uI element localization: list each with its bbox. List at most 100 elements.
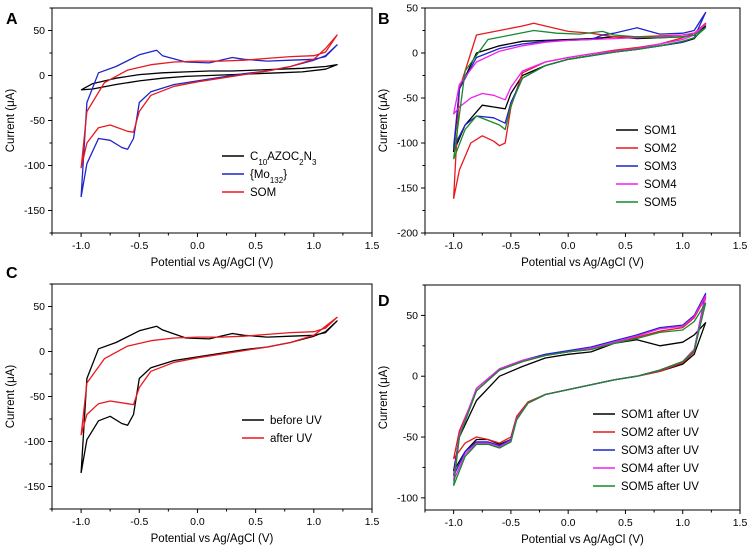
y-axis-label: Current (μA) — [378, 366, 390, 430]
x-tick-label: 0.0 — [561, 240, 576, 252]
x-tick-label: -1.0 — [72, 240, 90, 252]
x-tick-label: 0.0 — [190, 240, 205, 252]
x-tick-label: 1.5 — [365, 516, 380, 528]
x-tick-label: -0.5 — [130, 516, 148, 528]
x-axis-label: Potential vs Ag/AgCl (V) — [521, 534, 644, 546]
y-tick-label: 0 — [39, 70, 45, 82]
x-tick-label: 1.0 — [307, 516, 322, 528]
y-tick-label: -50 — [30, 115, 45, 127]
panel-a: -1.0 -0.5 0.0 0.5 1.0 1.5 -150 -100 -50 0 50 Potent… — [5, 7, 380, 269]
x-tick-label: 0.5 — [618, 240, 633, 252]
legend-label: {Mo132} — [250, 169, 287, 185]
x-tick-label: -0.5 — [502, 240, 520, 252]
legend-entry: SOM5 after UV — [593, 481, 699, 493]
y-tick-label: -200 — [397, 228, 418, 240]
x-tick-label: 1.5 — [733, 517, 747, 529]
y-tick-label: 50 — [33, 25, 45, 37]
y-axis-label: Current (μA) — [5, 365, 17, 429]
x-axis-label: Potential vs Ag/AgCl (V) — [151, 257, 274, 269]
x-axis-label: Potential vs Ag/AgCl (V) — [521, 257, 644, 269]
plot-frame — [424, 284, 741, 511]
legend-entry: SOM4 after UV — [593, 463, 699, 475]
y-tick-label: -150 — [24, 481, 45, 493]
panel-b: -1.0 -0.5 0.0 0.5 1.0 1.5 -200 -150 -100 -50 0 50 Po… — [378, 3, 747, 270]
legend-label: SOM2 after UV — [621, 427, 699, 439]
x-tick-label: 0.5 — [248, 240, 263, 252]
legend-label: SOM — [250, 187, 276, 199]
series-line-c10azoc2n3 — [80, 64, 338, 91]
legend-label: SOM5 after UV — [621, 481, 699, 493]
y-tick-label: 0 — [39, 346, 45, 358]
series-line-som1 — [452, 25, 707, 153]
x-tick-label: -1.0 — [445, 240, 463, 252]
legend-entry: SOM — [222, 187, 276, 199]
x-tick-label: 1.5 — [733, 240, 747, 252]
x-tick-label: 0.5 — [248, 516, 263, 528]
x-tick-label: -0.5 — [502, 517, 520, 529]
y-tick-label: -50 — [30, 391, 45, 403]
legend-entry: SOM4 — [616, 179, 677, 191]
legend-entry: SOM3 — [616, 161, 677, 173]
y-tick-label: 0 — [412, 371, 418, 383]
series-line-som3 — [452, 11, 707, 148]
panel-d: -1.0 -0.5 0.0 0.5 1.0 1.5 -100 -50 0 50 Potential … — [378, 284, 747, 546]
y-tick-label: -50 — [403, 432, 418, 444]
legend-entry: {Mo132} — [222, 169, 287, 185]
y-tick-label: -100 — [397, 138, 418, 150]
legend-label: SOM3 — [644, 161, 677, 173]
series-line-before-uv — [80, 320, 338, 474]
series-line-som5 — [452, 27, 707, 160]
y-tick-label: -100 — [397, 492, 418, 504]
legend-label: SOM4 — [644, 179, 677, 191]
x-tick-label: -1.0 — [445, 517, 463, 529]
y-tick-label: -100 — [24, 160, 45, 172]
y-tick-label: -150 — [24, 205, 45, 217]
y-tick-label: -100 — [24, 436, 45, 448]
x-tick-label: 1.5 — [365, 240, 380, 252]
plot-frame — [51, 283, 373, 510]
legend-label: C10AZOC2N3 — [250, 151, 317, 167]
legend-entry: SOM1 — [616, 125, 677, 137]
x-tick-label: 1.0 — [675, 240, 690, 252]
x-tick-label: 1.0 — [675, 517, 690, 529]
legend-entry: SOM1 after UV — [593, 409, 699, 421]
legend-label: SOM4 after UV — [621, 463, 699, 475]
series-line-mo132 — [80, 44, 338, 198]
x-tick-label: 0.5 — [618, 517, 633, 529]
y-tick-label: 50 — [406, 3, 418, 15]
series-line-after-uv — [80, 316, 338, 436]
panel-label: B — [378, 11, 390, 28]
panel-label: A — [6, 11, 18, 28]
legend-label: SOM5 — [644, 197, 677, 209]
y-axis-label: Current (μA) — [5, 89, 17, 153]
legend-label: after UV — [270, 433, 313, 445]
series-line-som4 — [452, 23, 707, 115]
legend-entry: SOM2 after UV — [593, 427, 699, 439]
x-tick-label: 0.0 — [190, 516, 205, 528]
series-line-som — [80, 34, 338, 169]
legend-entry: C10AZOC2N3 — [222, 151, 317, 167]
legend-entry: SOM2 — [616, 143, 677, 155]
y-tick-label: -150 — [397, 183, 418, 195]
x-tick-label: 0.0 — [561, 517, 576, 529]
legend-label: before UV — [270, 415, 322, 427]
x-axis-label: Potential vs Ag/AgCl (V) — [151, 533, 274, 545]
legend-entry: SOM3 after UV — [593, 445, 699, 457]
x-tick-label: 1.0 — [307, 240, 322, 252]
panel-label: C — [6, 265, 18, 282]
x-tick-label: -1.0 — [72, 516, 90, 528]
legend-entry: after UV — [242, 433, 313, 445]
y-tick-label: 50 — [33, 301, 45, 313]
series-line-som5-after-uv — [452, 302, 707, 486]
legend-entry: before UV — [242, 415, 322, 427]
panel-c: -1.0 -0.5 0.0 0.5 1.0 1.5 -150 -100 -50 0 50 Potent… — [5, 265, 379, 545]
legend-label: SOM1 — [644, 125, 677, 137]
panel-label: D — [378, 293, 390, 310]
legend-label: SOM1 after UV — [621, 409, 699, 421]
legend-label: SOM2 — [644, 143, 677, 155]
plot-frame — [51, 7, 373, 234]
y-tick-label: 50 — [406, 310, 418, 322]
legend-label: SOM3 after UV — [621, 445, 699, 457]
x-tick-label: -0.5 — [130, 240, 148, 252]
